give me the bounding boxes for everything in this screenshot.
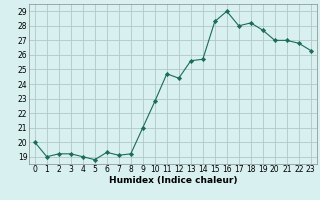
X-axis label: Humidex (Indice chaleur): Humidex (Indice chaleur)	[108, 176, 237, 185]
